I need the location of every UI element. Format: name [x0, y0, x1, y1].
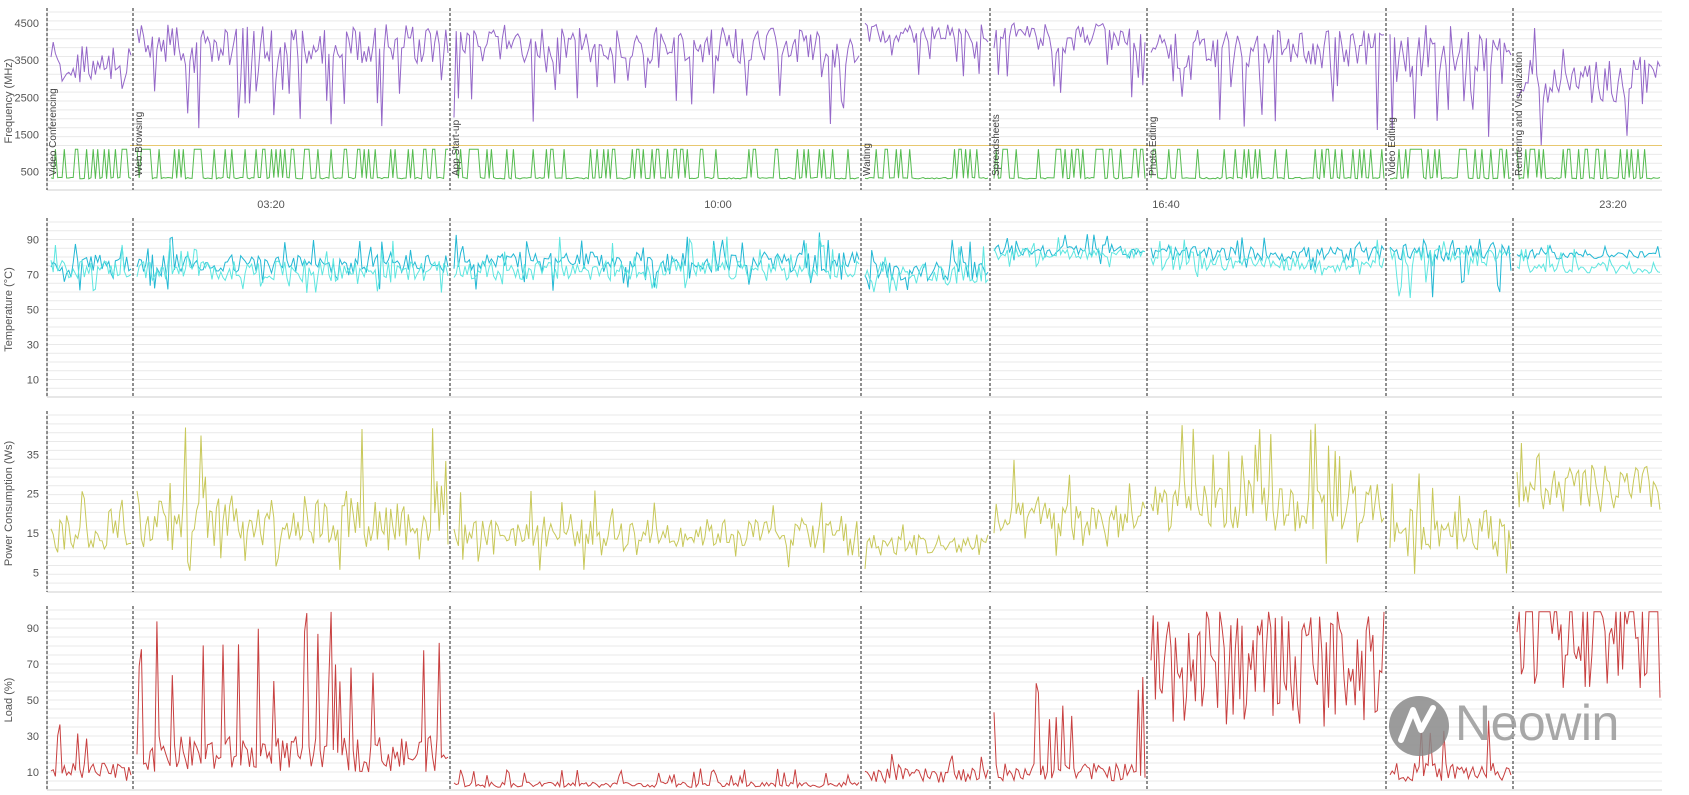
panel-4: 10 30 50 70 90 Load (%): [3, 606, 1662, 791]
y-tick-label: 30: [27, 731, 39, 743]
panel-3: 5 15 25 35 Power Consumption (Ws): [3, 411, 1662, 593]
y-axis-label: Temperature (°C): [3, 267, 15, 351]
y-axis-label: Load (%): [3, 678, 15, 723]
y-tick-label: 10: [27, 375, 39, 387]
series-line-2-2: [50, 236, 1661, 299]
watermark-text: Neowin: [1455, 695, 1619, 751]
segment-label: Video Conferencing: [48, 88, 59, 176]
y-tick-label: 5: [33, 567, 39, 579]
y-axis-label: Power Consumption (Ws): [3, 441, 15, 566]
y-tick-label: 2500: [15, 92, 39, 104]
series-line-1-1: [50, 22, 1661, 146]
y-tick-label: 25: [27, 489, 39, 501]
x-tick-label: 23:20: [1599, 199, 1627, 211]
x-tick-label: 16:40: [1152, 199, 1180, 211]
panel-2: 10 30 50 70 90 Temperature (°C): [3, 218, 1662, 398]
y-tick-label: 4500: [15, 18, 39, 30]
segment-label: Waiting: [862, 143, 873, 176]
segment-label: Video Editing: [1387, 117, 1398, 176]
y-tick-label: 500: [21, 166, 39, 178]
y-tick-label: 70: [27, 270, 39, 282]
neowin-logo-icon: [1389, 696, 1449, 756]
panel-1: 500 1500 2500 3500 4500 Frequency (MHz): [3, 8, 1662, 191]
y-tick-label: 90: [27, 235, 39, 247]
y-tick-label: 10: [27, 767, 39, 779]
y-tick-label: 50: [27, 305, 39, 317]
y-tick-label: 15: [27, 528, 39, 540]
series-line-4-1: [50, 611, 1661, 789]
watermark: Neowin: [1385, 690, 1685, 780]
y-tick-label: 90: [27, 623, 39, 635]
segment-label: Rendering and Visualization: [1514, 52, 1525, 176]
segment-label: App Start-up: [451, 119, 462, 176]
series-line-3-1: [50, 423, 1661, 574]
segment-label: Web Browsing: [134, 112, 145, 176]
y-tick-label: 70: [27, 659, 39, 671]
x-tick-label: 10:00: [704, 199, 732, 211]
series-line-2-1: [50, 232, 1661, 298]
y-tick-label: 30: [27, 340, 39, 352]
y-tick-label: 50: [27, 695, 39, 707]
x-tick-label: 03:20: [257, 199, 285, 211]
segment-label: Spreadsheets: [991, 114, 1002, 176]
y-tick-label: 35: [27, 449, 39, 461]
segment-label: Photo Editing: [1148, 117, 1159, 177]
y-tick-label: 1500: [15, 129, 39, 141]
y-tick-label: 3500: [15, 55, 39, 67]
y-axis-label: Frequency (MHz): [3, 59, 15, 144]
series-line-1-2: [50, 148, 1661, 180]
